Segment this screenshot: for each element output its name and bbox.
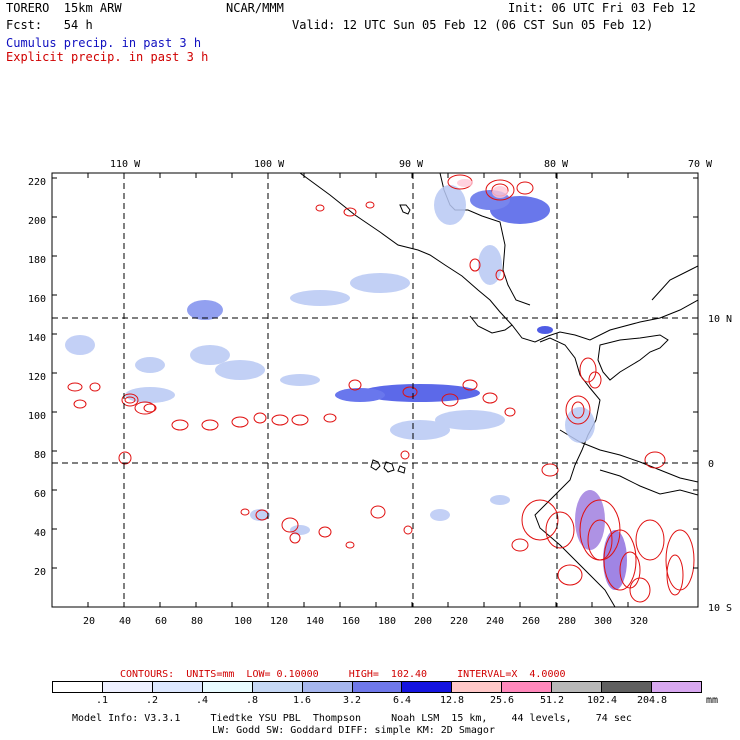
y-tick-label: 200 xyxy=(28,216,47,227)
legend-swatch xyxy=(53,682,103,692)
x-tick-label: 280 xyxy=(558,616,577,627)
org-label: NCAR/MMM xyxy=(226,1,284,15)
explicit-precip-fill xyxy=(457,179,508,198)
legend-label: 12.8 xyxy=(439,695,465,706)
lat-label-0: 0 xyxy=(708,459,715,470)
legend-unit: mm xyxy=(705,695,719,706)
legend-label: .2 xyxy=(145,695,159,706)
lat-lon-grid xyxy=(52,173,698,607)
y-tick-label: 20 xyxy=(34,567,47,578)
x-tick-label: 320 xyxy=(630,616,649,627)
x-tick-label: 300 xyxy=(594,616,613,627)
x-tick-label: 20 xyxy=(83,616,96,627)
x-tick-label: 60 xyxy=(155,616,168,627)
legend-swatch xyxy=(502,682,553,692)
contour-info: CONTOURS: UNITS=mm LOW= 0.10000 HIGH= 10… xyxy=(120,669,566,680)
legend-swatch xyxy=(102,682,153,692)
x-tick-label: 160 xyxy=(342,616,361,627)
explicit-legend-line: Explicit precip. in past 3 h xyxy=(6,50,209,64)
legend-label: .4 xyxy=(195,695,209,706)
x-tick-label: 40 xyxy=(119,616,132,627)
y-tick-label: 80 xyxy=(34,450,47,461)
x-tick-label: 120 xyxy=(270,616,289,627)
legend-swatch xyxy=(302,682,353,692)
legend-label: 6.4 xyxy=(392,695,412,706)
legend-swatch xyxy=(252,682,303,692)
init-time: Init: 06 UTC Fri 03 Feb 12 xyxy=(508,1,696,15)
y-tick-label: 120 xyxy=(28,372,47,383)
lat-label-10n: 10 N xyxy=(708,314,733,325)
x-tick-label: 260 xyxy=(522,616,541,627)
lon-label-80w: 80 W xyxy=(544,159,569,170)
lon-label-100w: 100 W xyxy=(254,159,285,170)
lon-label-70w: 70 W xyxy=(688,159,713,170)
legend-label: .1 xyxy=(95,695,109,706)
model-title: TORERO 15km ARW xyxy=(6,1,122,15)
plot-frame xyxy=(51,172,699,608)
y-tick-label: 180 xyxy=(28,255,47,266)
y-tick-label: 60 xyxy=(34,489,47,500)
cumulus-precip xyxy=(65,185,627,590)
legend-label: 3.2 xyxy=(342,695,362,706)
x-tick-label: 180 xyxy=(378,616,397,627)
y-tick-label: 100 xyxy=(28,411,47,422)
x-tick-label: 220 xyxy=(450,616,469,627)
forecast-hour: Fcst: 54 h xyxy=(6,18,93,32)
lon-label-110w: 110 W xyxy=(110,159,141,170)
legend-swatch xyxy=(402,682,453,692)
x-tick-label: 80 xyxy=(191,616,204,627)
lat-label-10s: 10 S xyxy=(708,603,733,614)
legend-swatch xyxy=(602,682,653,692)
legend-label: 204.8 xyxy=(636,695,668,706)
x-tick-label: 240 xyxy=(486,616,505,627)
model-info-line: Model Info: V3.3.1 Tiedtke YSU PBL Thomp… xyxy=(72,713,632,724)
legend-label: 102.4 xyxy=(586,695,618,706)
lon-label-90w: 90 W xyxy=(399,159,424,170)
explicit-precip-contours xyxy=(67,174,695,603)
legend-swatch xyxy=(352,682,403,692)
cumulus-legend-line: Cumulus precip. in past 3 h xyxy=(6,36,202,50)
axis-ticks xyxy=(51,173,698,608)
x-tick-label: 100 xyxy=(234,616,253,627)
y-tick-label: 40 xyxy=(34,528,47,539)
legend-swatch xyxy=(652,682,701,692)
legend-swatch xyxy=(552,682,603,692)
x-tick-label: 200 xyxy=(414,616,433,627)
valid-time: Valid: 12 UTC Sun 05 Feb 12 (06 CST Sun … xyxy=(292,18,654,32)
legend-color-bar xyxy=(52,681,702,693)
physics-info-line: LW: Godd SW: Goddard DIFF: simple KM: 2D… xyxy=(212,725,495,736)
legend-label: .8 xyxy=(245,695,259,706)
y-tick-label: 160 xyxy=(28,294,47,305)
y-tick-label: 140 xyxy=(28,333,47,344)
x-tick-label: 140 xyxy=(306,616,325,627)
legend-label: 1.6 xyxy=(292,695,312,706)
legend-label: 25.6 xyxy=(489,695,515,706)
legend-swatch xyxy=(202,682,253,692)
y-tick-label: 220 xyxy=(28,177,47,188)
legend-label: 51.2 xyxy=(539,695,565,706)
legend-swatch xyxy=(152,682,203,692)
legend-swatch xyxy=(452,682,503,692)
